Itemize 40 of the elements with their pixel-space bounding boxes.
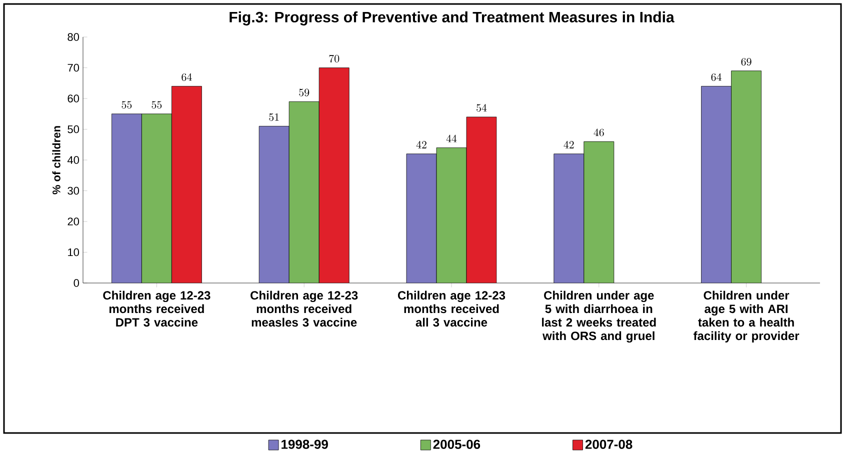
data-label: 54 (476, 104, 487, 112)
x-tick-label: Children age 12-23 months received all 3 vaccine (398, 290, 506, 326)
x-tick-label: Children age 12-23 months received measles 3 vaccine (250, 290, 358, 326)
data-label: 55 (122, 100, 132, 108)
bar (142, 114, 172, 283)
bar (436, 148, 467, 283)
x-tick-label: Children age 12-23 months received DPT 3 vaccine (103, 290, 210, 326)
bar (466, 116, 497, 283)
bar (319, 68, 350, 283)
data-label: 55 (152, 100, 162, 108)
y-tick-label: 80 (68, 32, 80, 41)
y-tick-label: 10 (68, 248, 80, 256)
y-tick-label: 20 (68, 217, 80, 226)
y-axis-title: % of children (52, 126, 60, 194)
data-label: 42 (564, 140, 574, 148)
x-tick-label: Children under age 5 with ARI taken to a health facility or provider (694, 290, 800, 342)
bar (731, 70, 762, 283)
y-tick-label: 0 (74, 278, 80, 287)
data-label: 44 (446, 134, 457, 142)
legend-label: 2007-08 (585, 440, 632, 449)
data-label: 42 (416, 140, 426, 148)
bar (289, 101, 320, 283)
data-label: 70 (329, 54, 340, 62)
y-tick-label: 70 (68, 64, 80, 72)
chart-title: Fig.3: Progress of Preventive and Treatment Measures in India (230, 11, 674, 26)
x-tick-label: Children under age 5 with diarrhoea in last 2 weeks treated with ORS and gruel (542, 290, 656, 342)
data-label: 69 (741, 58, 752, 66)
data-label: 51 (269, 113, 279, 121)
data-label: 46 (594, 128, 604, 136)
data-label: 59 (299, 88, 310, 96)
bar (172, 86, 202, 283)
legend-label: 1998-99 (282, 440, 328, 449)
data-label: 64 (182, 73, 192, 81)
bar (584, 141, 614, 283)
legend-label: 2005-06 (433, 440, 480, 449)
y-tick-label: 60 (68, 94, 80, 102)
y-tick-label: 50 (68, 125, 80, 134)
data-label: 64 (711, 73, 722, 81)
y-tick-label: 30 (68, 186, 80, 195)
y-tick-label: 40 (67, 156, 80, 164)
